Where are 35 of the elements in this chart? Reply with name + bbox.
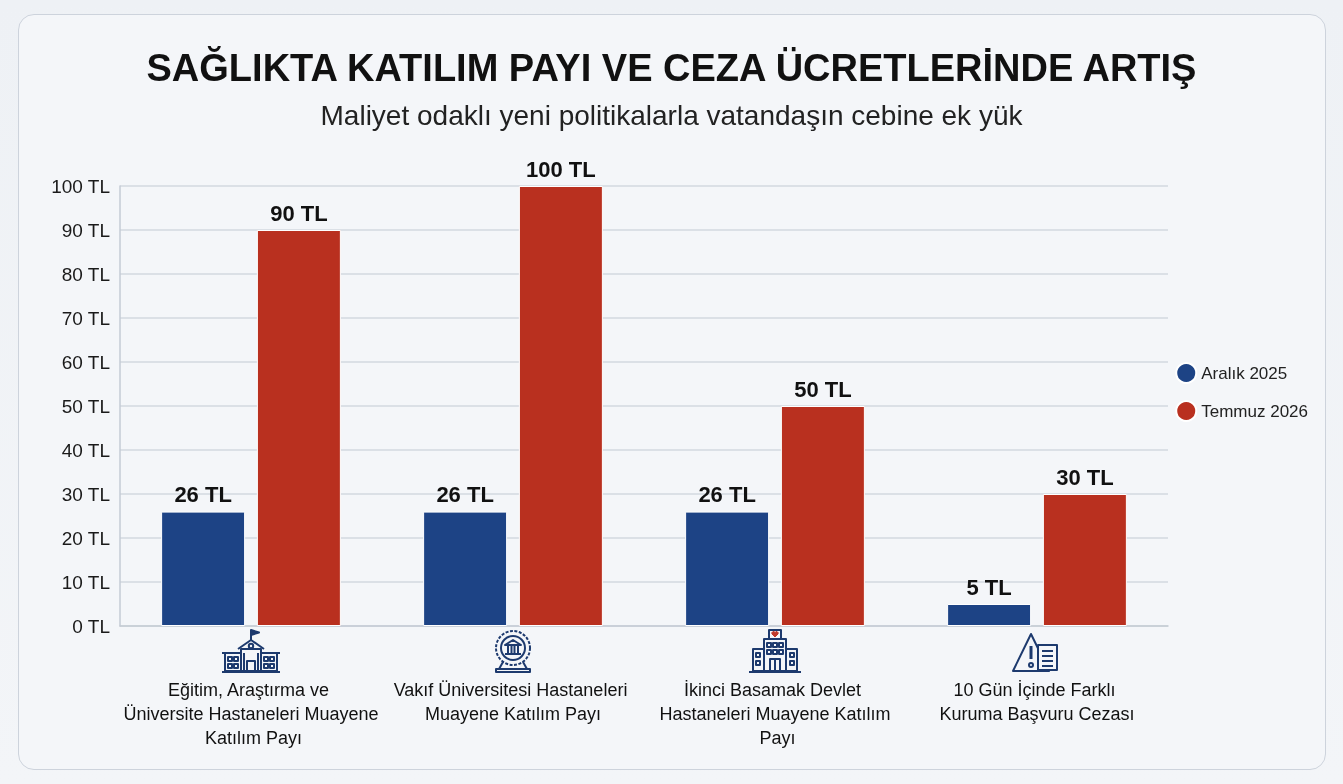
y-tick-label: 100 TL <box>51 175 110 197</box>
y-tick-label: 40 TL <box>61 439 110 461</box>
data-label: 26 TL <box>174 482 232 508</box>
y-tick-label: 80 TL <box>61 263 110 285</box>
y-tick-label: 30 TL <box>61 483 110 505</box>
x-tick-label: Vakıf Üniversitesi Hastaneleri Muayene Katılım Payı <box>393 680 633 724</box>
y-tick-label: 60 TL <box>61 351 110 373</box>
x-tick-label: 10 Gün İçinde Farklı Kuruma Başvuru Cezası <box>939 680 1135 724</box>
y-tick-label: 90 TL <box>61 219 110 241</box>
data-label: 5 TL <box>966 574 1012 600</box>
bar <box>685 511 770 626</box>
bar <box>423 511 508 626</box>
data-label: 50 TL <box>794 376 852 402</box>
y-tick-label: 10 TL <box>61 571 110 593</box>
bar <box>161 511 246 626</box>
y-tick-label: 0 TL <box>72 615 110 637</box>
chart-title: SAĞLIKTA KATILIM PAYI VE CEZA ÜCRETLERİNDE ARTIŞ <box>146 46 1197 89</box>
legend-label: Aralık 2025 <box>1201 363 1288 383</box>
data-label: 26 TL <box>698 482 756 508</box>
y-tick-label: 20 TL <box>61 527 110 549</box>
y-tick-label: 70 TL <box>61 307 110 329</box>
x-tick-label: Eğitim, Araştırma ve Üniversite Hastaneleri Muayene Katılım Payı <box>123 680 379 748</box>
chart-subtitle: Maliyet odaklı yeni politikalarla vatandaşın cebine ek yük <box>320 99 1024 131</box>
x-tick-label: İkinci Basamak Devlet Hastaneleri Muayene Katılım Payı <box>659 680 891 748</box>
bar <box>780 406 865 626</box>
data-label: 26 TL <box>436 482 494 508</box>
y-tick-label: 50 TL <box>61 395 110 417</box>
bar <box>1042 494 1127 626</box>
legend-label: Temmuz 2026 <box>1201 401 1309 421</box>
data-label: 90 TL <box>270 200 328 226</box>
bar <box>256 230 341 626</box>
bar <box>518 186 603 626</box>
data-label: 100 TL <box>526 156 596 182</box>
bar <box>947 604 1032 626</box>
data-label: 30 TL <box>1056 464 1114 490</box>
